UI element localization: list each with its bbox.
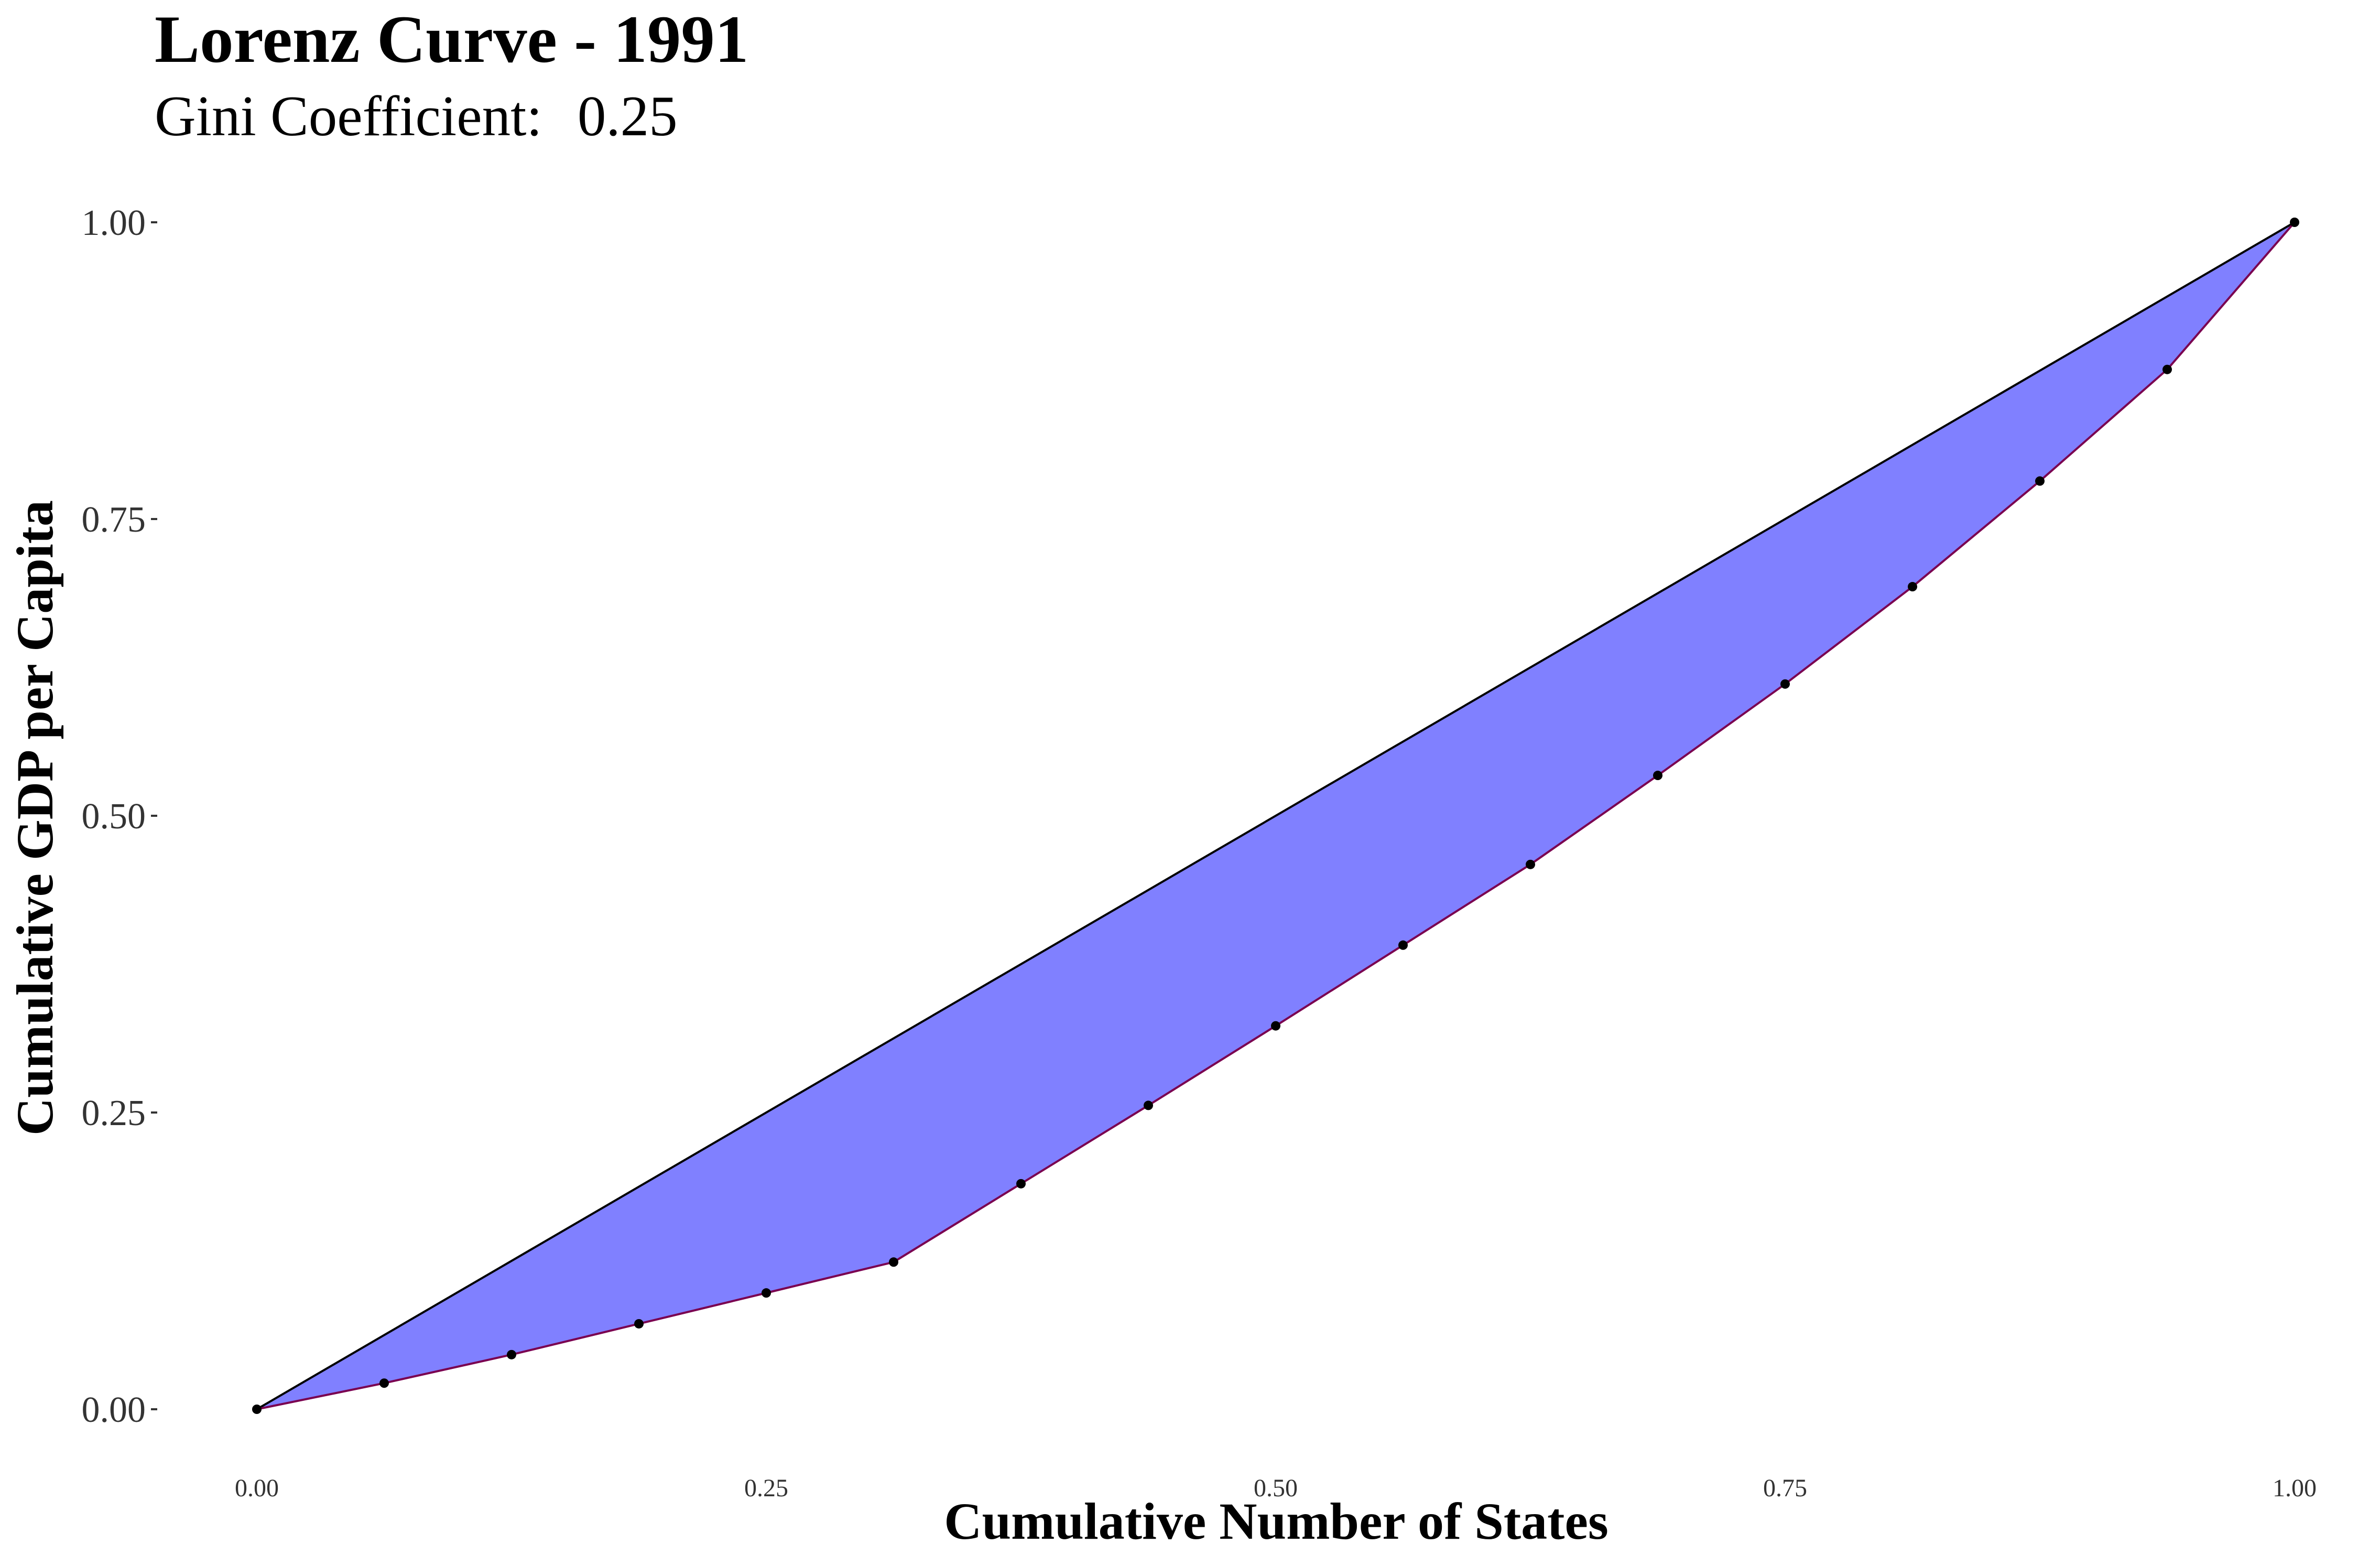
data-point bbox=[1016, 1179, 1026, 1189]
data-point bbox=[1144, 1100, 1153, 1110]
data-point bbox=[2290, 218, 2299, 227]
y-tick-label: 0.25 bbox=[82, 1093, 146, 1133]
y-tick-label: 0.00 bbox=[82, 1390, 146, 1430]
y-tick-label: 0.75 bbox=[82, 500, 146, 540]
chart-title: Lorenz Curve - 1991 bbox=[155, 2, 748, 77]
data-point bbox=[252, 1405, 262, 1414]
plot-area bbox=[252, 218, 2299, 1414]
data-point bbox=[1398, 940, 1408, 950]
data-points bbox=[252, 218, 2299, 1414]
x-tick-label: 1.00 bbox=[2273, 1474, 2317, 1502]
y-axis-title: Cumulative GDP per Capita bbox=[6, 500, 64, 1136]
data-point bbox=[1526, 859, 1535, 869]
y-tick-label: 1.00 bbox=[82, 203, 146, 243]
x-axis-title: Cumulative Number of States bbox=[944, 1492, 1609, 1550]
x-tick-label: 0.25 bbox=[744, 1474, 788, 1502]
gini-value: 0.25 bbox=[578, 84, 678, 148]
data-point bbox=[1653, 771, 1662, 781]
x-tick-label: 0.75 bbox=[1763, 1474, 1807, 1502]
data-point bbox=[1908, 582, 1917, 592]
data-point bbox=[2035, 476, 2045, 486]
x-tick-label: 0.50 bbox=[1254, 1474, 1298, 1502]
y-tick-label: 0.50 bbox=[82, 796, 146, 837]
line-of-equality bbox=[256, 221, 2296, 1410]
data-point bbox=[1780, 679, 1790, 689]
gini-label: Gini Coefficient: bbox=[155, 84, 542, 148]
chart-subtitle: Gini Coefficient: 0.25 bbox=[155, 84, 678, 148]
data-point bbox=[379, 1378, 389, 1388]
data-point bbox=[762, 1288, 771, 1298]
x-tick-label: 0.00 bbox=[235, 1474, 279, 1502]
data-point bbox=[889, 1257, 898, 1267]
data-point bbox=[507, 1349, 516, 1359]
data-point bbox=[2162, 364, 2172, 374]
data-point bbox=[634, 1319, 644, 1329]
y-axis: 0.00 0.25 0.50 0.75 1.00 bbox=[82, 203, 157, 1430]
x-axis: 0.00 0.25 0.50 0.75 1.00 bbox=[235, 1474, 2317, 1502]
data-point bbox=[1271, 1021, 1280, 1031]
